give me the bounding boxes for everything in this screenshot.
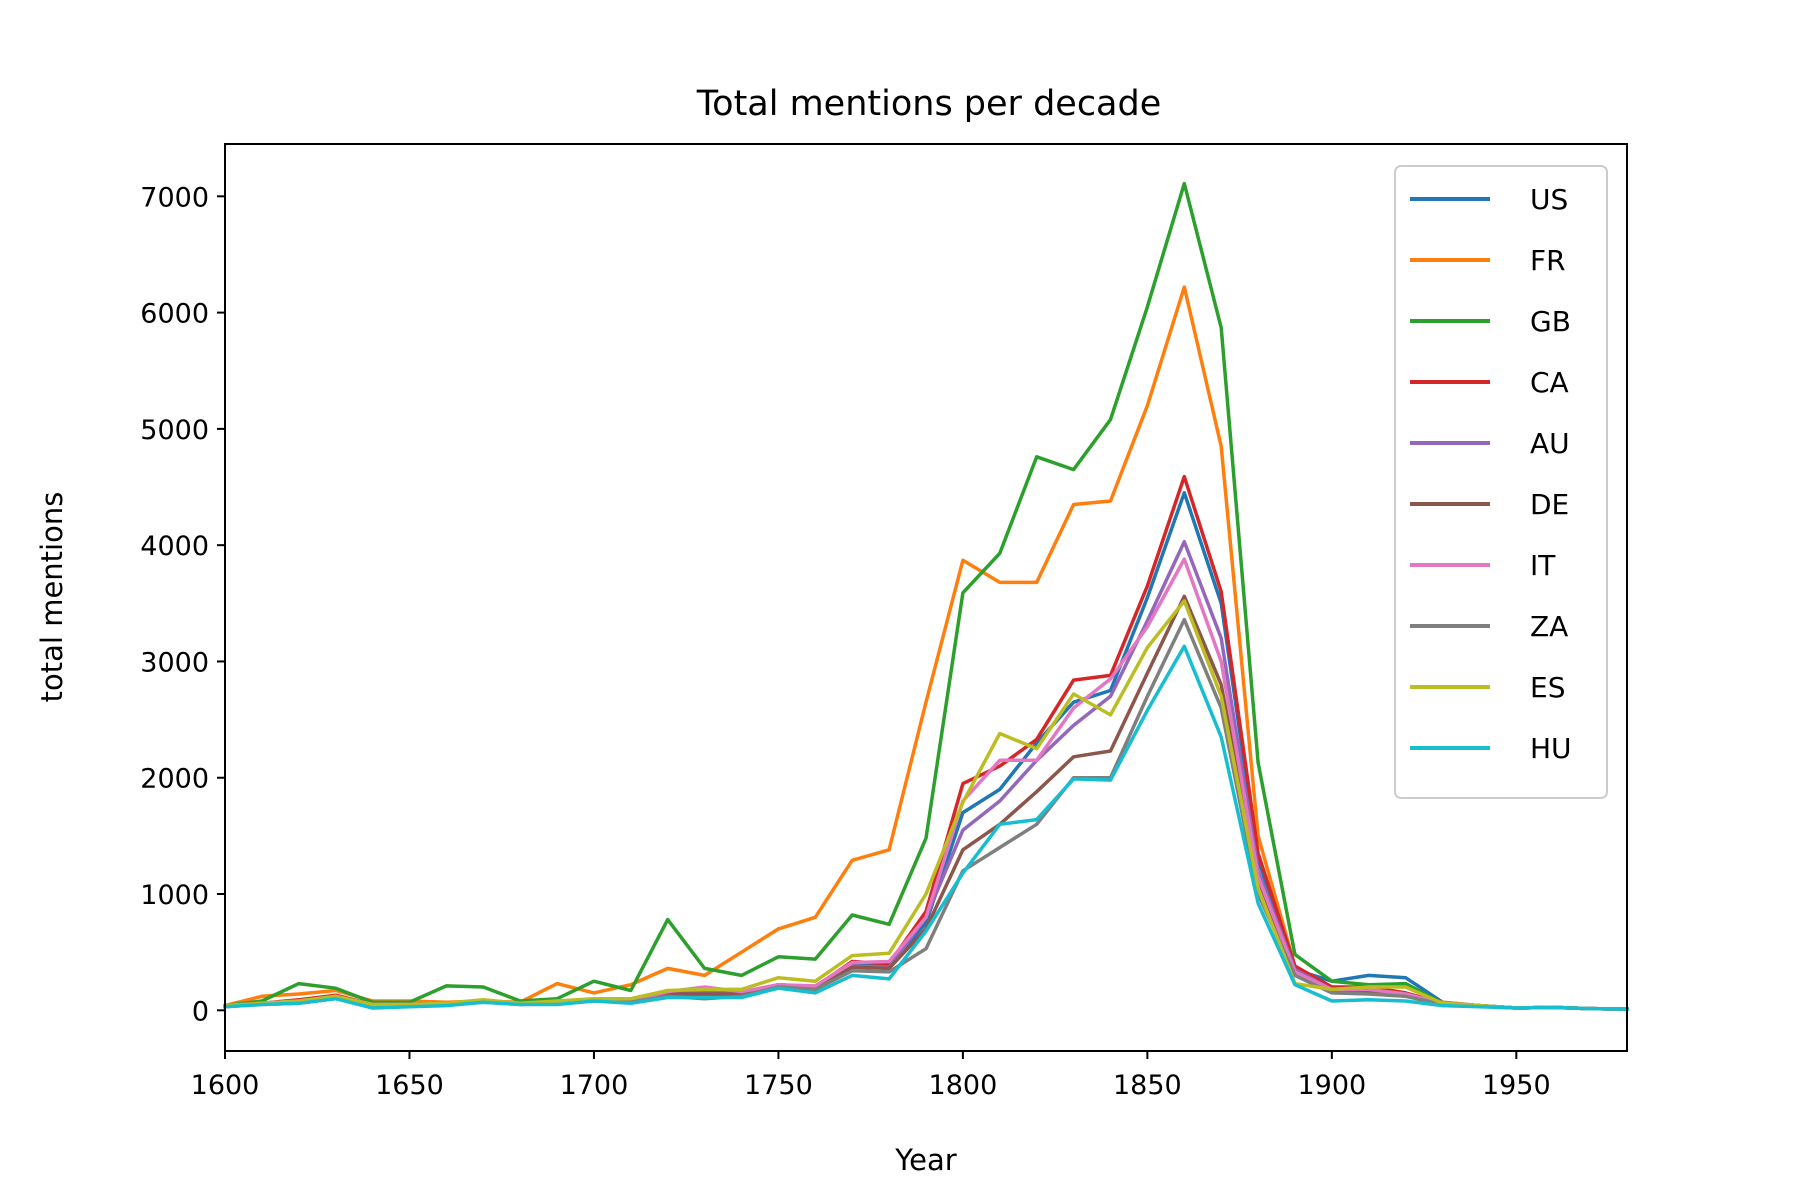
y-tick-label: 5000 (140, 415, 209, 446)
legend-label-za: ZA (1530, 610, 1568, 643)
x-tick-label: 1750 (744, 1070, 813, 1101)
y-tick-label: 2000 (140, 764, 209, 795)
plot-frame (224, 143, 1628, 1052)
series-line-es (223, 599, 1629, 1011)
legend-label-ca: CA (1530, 366, 1569, 399)
series-line-hu (223, 644, 1629, 1011)
x-tick-label: 1650 (375, 1070, 444, 1101)
y-tick-label: 7000 (140, 182, 209, 213)
y-tick-label: 6000 (140, 299, 209, 330)
legend-label-de: DE (1530, 488, 1569, 521)
x-tick-label: 1850 (1113, 1070, 1182, 1101)
series-line-gb (223, 181, 1629, 1011)
y-tick-label: 0 (192, 996, 209, 1027)
y-tick-label: 1000 (140, 880, 209, 911)
y-tick-label: 4000 (140, 531, 209, 562)
series-layer (222, 181, 1629, 1011)
x-tick-label: 1600 (191, 1070, 260, 1101)
legend: US FR GB CA AU DE IT ZA ES HU (1394, 165, 1608, 799)
chart-title: Total mentions per decade (696, 84, 1162, 124)
y-axis: 0 1000 2000 3000 4000 5000 6000 7000 (140, 182, 225, 1027)
y-axis-title: total mentions (35, 492, 69, 703)
legend-label-us: US (1530, 183, 1568, 216)
x-axis-title: Year (894, 1143, 956, 1177)
x-tick-label: 1900 (1297, 1070, 1366, 1101)
legend-label-gb: GB (1530, 305, 1571, 338)
x-axis: 1600 1650 1700 1750 1800 1850 1900 1950 (191, 1051, 1551, 1101)
x-tick-label: 1950 (1482, 1070, 1551, 1101)
x-tick-label: 1700 (560, 1070, 629, 1101)
y-tick-label: 3000 (140, 647, 209, 678)
x-tick-label: 1800 (929, 1070, 998, 1101)
legend-label-it: IT (1530, 549, 1556, 582)
legend-label-fr: FR (1530, 244, 1566, 277)
legend-label-es: ES (1530, 671, 1565, 704)
legend-label-hu: HU (1530, 732, 1572, 765)
legend-label-au: AU (1530, 427, 1570, 460)
legend-box (1394, 165, 1608, 799)
